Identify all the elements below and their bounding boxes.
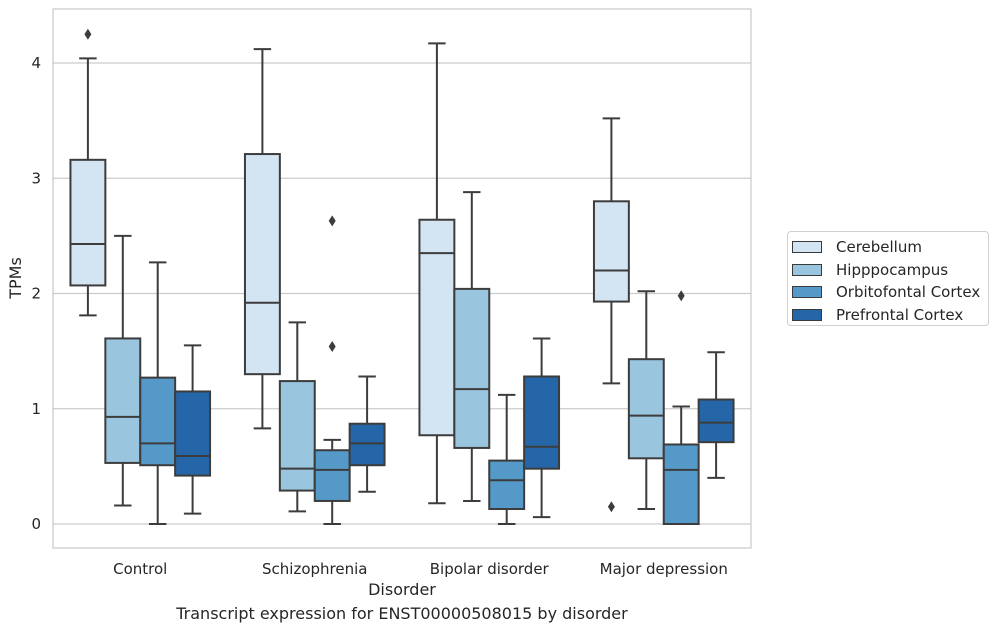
outlier-point (677, 290, 685, 302)
box-3-0 (174, 344, 212, 515)
box-body (313, 449, 351, 502)
outlier-point (328, 215, 336, 227)
box-body (488, 459, 526, 511)
box-0-1 (243, 48, 281, 430)
box-body (627, 358, 665, 460)
legend-swatch (792, 286, 822, 299)
axes: 0 1 2 3 4 Control Schizophrenia Bipolar disorde… (31, 54, 727, 578)
plot-frame (52, 8, 752, 549)
box-body (662, 443, 700, 526)
box-body (278, 380, 316, 492)
box-body (348, 422, 386, 467)
box-body (69, 158, 107, 287)
y-axis-label: TPMs (6, 257, 25, 300)
outlier-point (328, 341, 336, 353)
box-1-2 (453, 191, 491, 502)
legend-item: Cerebellum (792, 236, 988, 259)
legend-label: Cerebellum (836, 238, 922, 257)
x-tick-label: Control (113, 560, 167, 578)
box-2-1 (313, 215, 351, 525)
box-1-0 (104, 234, 142, 507)
plot-marks (69, 28, 735, 526)
legend-swatch (792, 241, 822, 254)
legend-label: Prefrontal Cortex (836, 305, 964, 324)
y-tick-label: 4 (31, 54, 41, 72)
box-body (523, 375, 561, 470)
box-0-0 (69, 28, 107, 317)
x-tick-label: Schizophrenia (262, 560, 367, 578)
x-axis-label: Disorder (368, 580, 436, 599)
y-tick-label: 2 (31, 285, 41, 303)
y-tick-label: 1 (31, 400, 41, 418)
y-tick-label: 0 (31, 515, 41, 533)
box-body (592, 200, 630, 303)
legend: Cerebellum Hipppocampus Orbitofontal Corte… (787, 231, 989, 326)
box-2-2 (488, 393, 526, 525)
box-body (697, 398, 735, 444)
outlier-point (607, 501, 615, 513)
legend-item: Orbitofontal Cortex (792, 281, 988, 304)
legend-label: Orbitofontal Cortex (836, 283, 981, 302)
x-tick-label: Major depression (600, 560, 728, 578)
box-2-3 (662, 290, 700, 526)
box-3-1 (348, 375, 386, 493)
box-0-2 (418, 42, 456, 505)
box-2-0 (139, 261, 177, 525)
x-tick-label: Bipolar disorder (430, 560, 550, 578)
box-body (174, 390, 212, 477)
box-1-3 (627, 290, 665, 511)
box-3-2 (523, 337, 561, 519)
box-body (139, 376, 177, 467)
box-body (104, 337, 142, 464)
legend-swatch (792, 263, 822, 276)
box-body (418, 218, 456, 437)
y-tick-label: 3 (31, 169, 41, 187)
box-body (243, 153, 281, 376)
legend-item: Hipppocampus (792, 259, 988, 282)
legend-label: Hipppocampus (836, 260, 949, 279)
box-3-3 (697, 351, 735, 479)
box-body (453, 287, 491, 449)
box-1-1 (278, 321, 316, 513)
outlier-point (84, 28, 92, 40)
legend-swatch (792, 308, 822, 321)
figure-caption: Transcript expression for ENST0000050801… (176, 604, 628, 623)
box-0-3 (592, 117, 630, 513)
legend-item: Prefrontal Cortex (792, 304, 988, 327)
